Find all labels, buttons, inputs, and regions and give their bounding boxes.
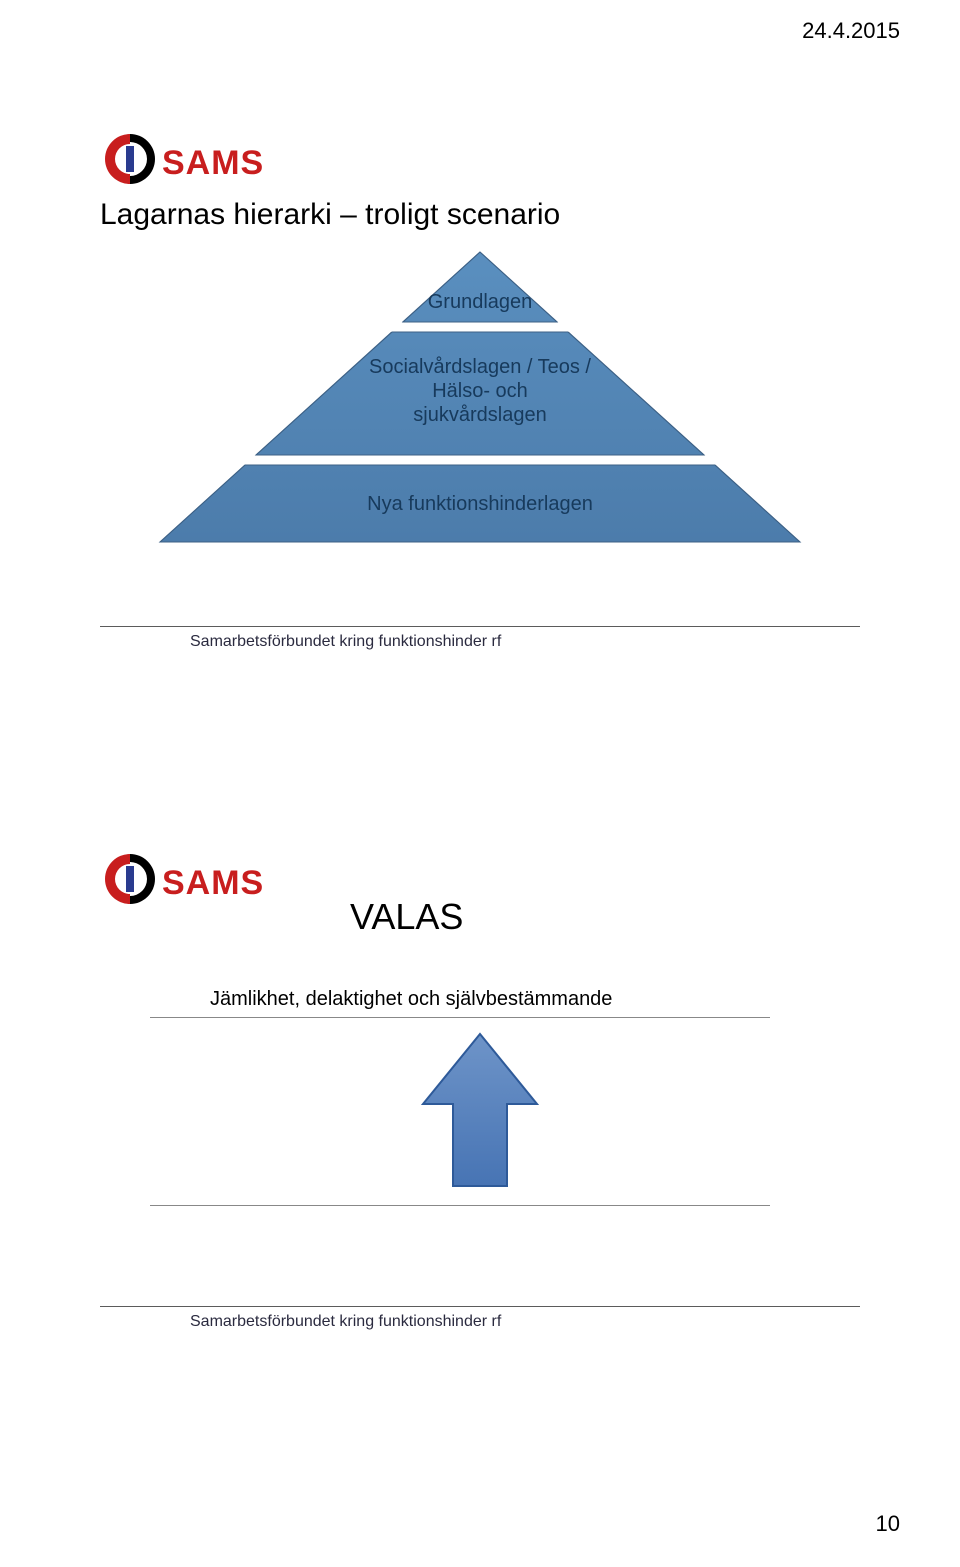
slide2-rule-top [150, 1017, 770, 1018]
slide2-footer-text: Samarbetsförbundet kring funktionshinder… [190, 1313, 860, 1331]
slide1-title: Lagarnas hierarki – troligt scenario [100, 198, 860, 232]
sams-logo-2: SAMS [100, 850, 860, 916]
pyramid-level-1-label: Grundlagen [100, 290, 860, 314]
sams-logo-text: SAMS [162, 144, 264, 183]
sams-logo-text-2: SAMS [162, 864, 264, 903]
slide2-subtitle: Jämlikhet, delaktighet och självbestämma… [210, 988, 860, 1011]
sams-logo-icon-2 [100, 850, 160, 908]
page-number: 10 [876, 1511, 900, 1537]
header-date: 24.4.2015 [802, 18, 900, 44]
slide1-footer-rule [100, 626, 860, 627]
sams-logo-icon [100, 130, 160, 188]
pyramid-level-2-label: Socialvårdslagen / Teos /Hälso- ochsjukv… [100, 355, 860, 427]
slide1-footer-text: Samarbetsförbundet kring funktionshinder… [190, 633, 860, 651]
slide-1: SAMS Lagarnas hierarki – troligt scenari… [100, 130, 860, 710]
slide-2: SAMS VALAS Jämlikhet, delaktighet och sj… [100, 850, 860, 1430]
page: 24.4.2015 SAMS Lagarnas hierarki – troli… [0, 0, 960, 1567]
pyramid-level-3-label: Nya funktionshinderlagen [100, 492, 860, 516]
up-arrow-icon [415, 1026, 545, 1196]
pyramid-diagram: Grundlagen Socialvårdslagen / Teos /Häls… [100, 242, 860, 552]
slide2-footer-rule [100, 1306, 860, 1307]
sams-logo: SAMS [100, 130, 860, 196]
up-arrow-graphic [100, 1026, 860, 1201]
